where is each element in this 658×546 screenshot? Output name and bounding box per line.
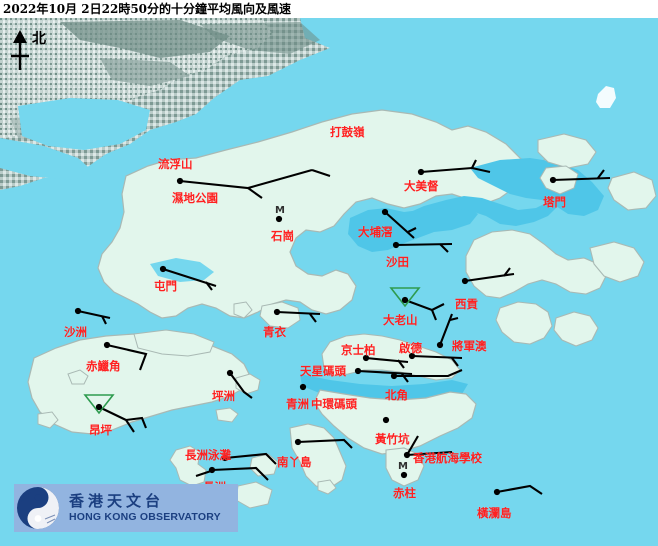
manned-flag-stanley: M xyxy=(398,461,408,472)
hko-logo-en: HONG KONG OBSERVATORY xyxy=(69,510,221,523)
station-label[interactable]: 將軍澳 xyxy=(452,339,487,353)
station-label[interactable]: 南丫島 xyxy=(277,455,312,469)
north-arrow: 北 xyxy=(6,24,58,76)
station-label[interactable]: 北角 xyxy=(385,388,408,402)
station-label[interactable]: 昂坪 xyxy=(89,423,112,437)
station-label[interactable]: 沙田 xyxy=(386,255,409,269)
station-label[interactable]: 屯門 xyxy=(154,279,177,293)
station-label[interactable]: 西貢 xyxy=(455,297,478,311)
station-label[interactable]: 沙洲 xyxy=(64,325,87,339)
wind-barb-layer xyxy=(77,159,611,495)
station-label[interactable]: 天星碼頭 xyxy=(300,364,346,378)
station-label[interactable]: 長洲泳灘 xyxy=(185,448,231,462)
station-label[interactable]: 坪洲 xyxy=(212,389,235,403)
north-arrow-icon xyxy=(11,30,29,70)
station-label[interactable]: 香港航海學校 xyxy=(413,451,482,465)
station-label[interactable]: 青洲 xyxy=(286,397,309,411)
station-label[interactable]: 啟德 xyxy=(399,341,422,355)
station-label[interactable]: 石崗 xyxy=(271,229,294,243)
hko-logo-cn: 香港天文台 xyxy=(69,491,165,510)
station-label[interactable]: 中環碼頭 xyxy=(311,397,357,411)
station-label[interactable]: 青衣 xyxy=(263,325,286,339)
north-label: 北 xyxy=(32,31,46,47)
station-label[interactable]: 塔門 xyxy=(543,195,566,209)
station-label[interactable]: 黃竹坑 xyxy=(375,432,410,446)
station-label[interactable]: 赤鱲角 xyxy=(86,359,121,373)
page-title: 2022年10月 2日22時50分的十分鐘平均風向及風速 xyxy=(0,0,658,18)
station-label[interactable]: 赤柱 xyxy=(393,486,416,500)
station-label[interactable]: 京士柏 xyxy=(341,343,376,357)
hko-logo: 香港天文台 HONG KONG OBSERVATORY xyxy=(14,484,238,532)
map-svg xyxy=(0,18,658,546)
station-label[interactable]: 大老山 xyxy=(383,313,418,327)
station-label[interactable]: 大美督 xyxy=(404,179,439,193)
station-label[interactable]: 濕地公園 xyxy=(172,191,218,205)
manned-flag-shek-kong: M xyxy=(275,205,285,216)
map-canvas[interactable] xyxy=(0,18,658,546)
station-label[interactable]: 流浮山 xyxy=(158,157,193,171)
station-label[interactable]: 打鼓嶺 xyxy=(330,125,365,139)
station-label[interactable]: 橫瀾島 xyxy=(477,506,512,520)
hko-logo-icon xyxy=(15,485,61,531)
station-label[interactable]: 大埔滘 xyxy=(358,225,393,239)
station-marker-layer xyxy=(74,168,557,496)
